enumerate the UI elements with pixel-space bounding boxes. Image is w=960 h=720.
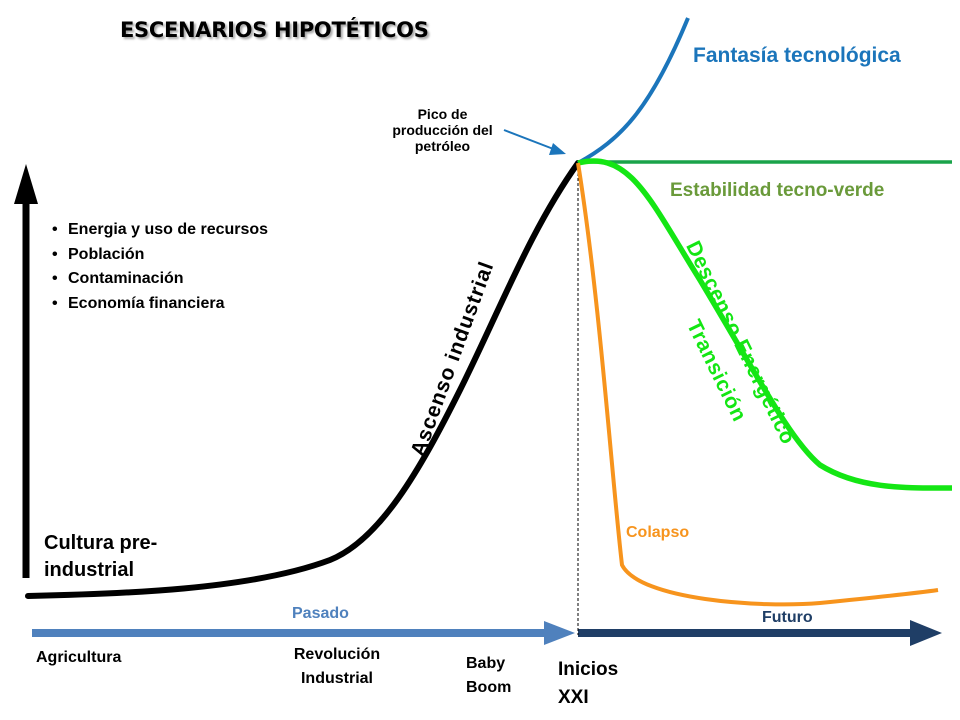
label-agriculture: Agricultura <box>36 649 122 666</box>
peak-pointer-head <box>549 143 566 155</box>
label-past: Pasado <box>292 605 349 622</box>
label-fantasy: Fantasía tecnológica <box>693 44 901 67</box>
label-collapse: Colapso <box>626 524 690 541</box>
label-oil-peak: Pico de producción del petróleo <box>392 106 493 154</box>
future-arrow-head <box>910 620 942 646</box>
industrial-curve <box>25 160 581 599</box>
descent-curve <box>577 158 953 491</box>
peak-pointer <box>503 129 557 151</box>
label-baby-boom: Baby Boom <box>466 655 512 696</box>
list-item: Economía financiera <box>52 292 268 317</box>
list-item: Energia y uso de recursos <box>52 218 268 243</box>
label-future: Futuro <box>762 609 813 626</box>
label-early-xxi: Inicios XXI <box>558 659 619 708</box>
diagram-title: ESCENARIOS HIPOTÉTICOS <box>120 18 429 42</box>
label-industrial-revolution: Revolución Industrial <box>293 646 381 687</box>
fantasy-curve <box>577 17 690 165</box>
label-green-stability: Estabilidad tecno-verde <box>670 180 885 201</box>
collapse-curve <box>576 162 939 607</box>
y-axis-items: Energia y uso de recursos Población Cont… <box>52 218 268 316</box>
label-pre-industrial: Cultura pre- industrial <box>44 532 158 581</box>
y-axis-arrow-head <box>14 164 38 204</box>
list-item: Población <box>52 243 268 268</box>
past-arrow-head <box>544 621 575 645</box>
list-item: Contaminación <box>52 267 268 292</box>
